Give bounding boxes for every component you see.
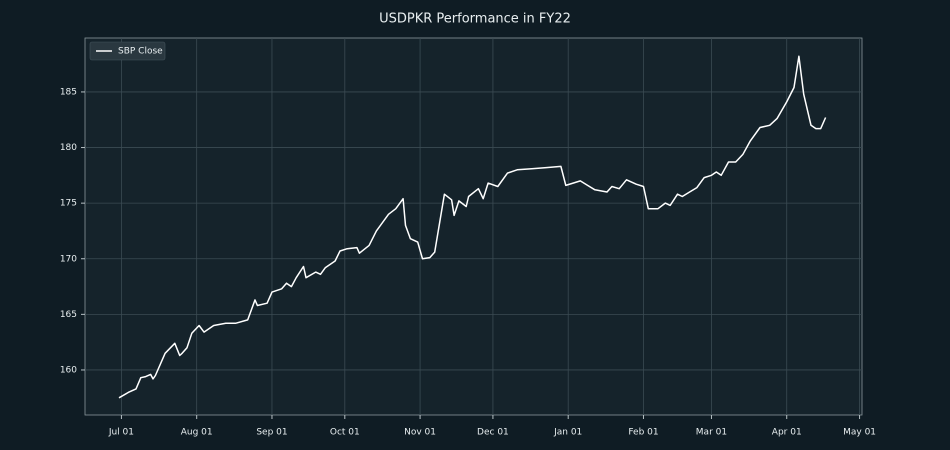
legend-label: SBP Close bbox=[118, 47, 163, 57]
x-tick-label: May 01 bbox=[843, 428, 876, 438]
x-tick-label: Oct 01 bbox=[330, 428, 360, 438]
x-tick-label: Nov 01 bbox=[404, 428, 436, 438]
x-tick-label: Sep 01 bbox=[256, 428, 287, 438]
y-tick-label: 175 bbox=[60, 199, 77, 209]
x-tick-label: Dec 01 bbox=[477, 428, 509, 438]
chart-title: USDPKR Performance in FY22 bbox=[379, 12, 571, 27]
y-tick-label: 170 bbox=[60, 254, 77, 264]
y-tick-label: 165 bbox=[60, 310, 77, 320]
x-tick-label: Apr 01 bbox=[772, 428, 802, 438]
x-tick-label: Aug 01 bbox=[181, 428, 213, 438]
x-tick-label: Mar 01 bbox=[696, 428, 727, 438]
y-tick-label: 180 bbox=[60, 143, 77, 153]
plot-area bbox=[84, 37, 863, 416]
x-tick-label: Jan 01 bbox=[553, 428, 582, 438]
x-tick-label: Feb 01 bbox=[628, 428, 658, 438]
x-tick-label: Jul 01 bbox=[108, 428, 134, 438]
y-tick-label: 160 bbox=[60, 365, 77, 375]
legend-box bbox=[89, 41, 166, 61]
series-line bbox=[118, 55, 827, 399]
y-tick-label: 185 bbox=[60, 87, 77, 97]
